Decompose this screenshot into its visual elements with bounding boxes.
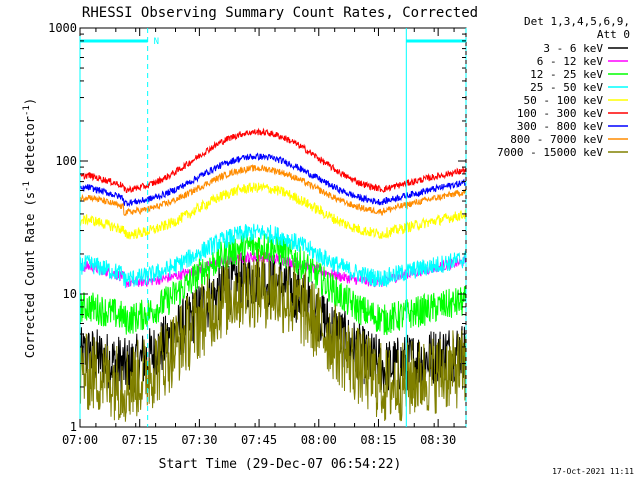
x-tick-label: 08:00	[301, 433, 337, 447]
legend-label-3: 12 - 25 keV	[530, 68, 603, 81]
y-tick-label: 1	[70, 420, 77, 434]
y-axis-label: Corrected Count Rate (s-1 detector-1)	[22, 98, 37, 358]
night-label: N	[154, 37, 159, 47]
x-tick-label: 08:15	[360, 433, 396, 447]
series-line-7	[79, 152, 467, 208]
chart-title: RHESSI Observing Summary Count Rates, Co…	[82, 5, 478, 21]
x-tick-label: 07:30	[181, 433, 217, 447]
x-tick-label: 07:15	[122, 433, 158, 447]
series-line-9	[79, 248, 467, 422]
y-tick-label: 100	[55, 154, 77, 168]
x-tick-label: 07:00	[62, 433, 98, 447]
legend-label-7: 300 - 800 keV	[517, 120, 603, 133]
legend-label-2: 6 - 12 keV	[537, 55, 604, 68]
legend-label-9: 7000 - 15000 keV	[497, 146, 603, 159]
legend-label-4: 25 - 50 keV	[530, 81, 603, 94]
series-line-6	[79, 127, 467, 193]
x-tick-label: 08:30	[420, 433, 456, 447]
timestamp: 17-Oct-2021 11:11	[552, 467, 634, 476]
y-tick-label: 1000	[48, 21, 77, 35]
legend-header-line-1: Det 1,3,4,5,6,9,	[524, 15, 630, 28]
legend-header-line-2: Att 0	[597, 28, 630, 41]
legend-label-1: 3 - 6 keV	[543, 42, 603, 55]
series-line-4	[79, 223, 467, 289]
legend-label-5: 50 - 100 keV	[524, 94, 604, 107]
legend-label-8: 800 - 7000 keV	[510, 133, 603, 146]
series-line-8	[79, 163, 467, 217]
series-line-5	[79, 182, 467, 240]
legend-label-6: 100 - 300 keV	[517, 107, 603, 120]
x-axis-label: Start Time (29-Dec-07 06:54:22)	[159, 457, 402, 472]
y-tick-label: 10	[63, 287, 77, 301]
x-tick-label: 07:45	[241, 433, 277, 447]
